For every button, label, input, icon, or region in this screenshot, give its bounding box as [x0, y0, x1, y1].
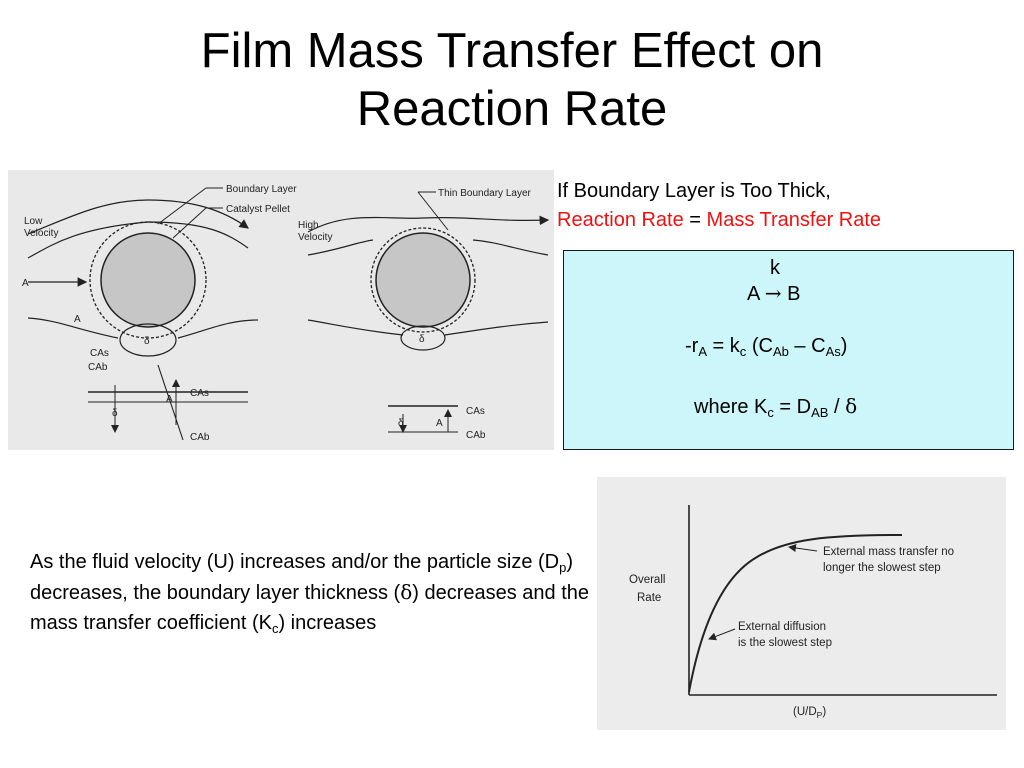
para-part-1: As the fluid velocity (U) increases and/… — [30, 551, 560, 573]
y-label-overall: Overall — [629, 574, 665, 586]
x-label-end: ) — [822, 706, 826, 718]
label-c-as-3: CAs — [466, 406, 485, 417]
label-delta: δ — [144, 336, 150, 347]
equation-box: k A → B -rA = kc (CAb – CAs) where Kc = … — [563, 250, 1014, 450]
label-thin-boundary-layer: Thin Boundary Layer — [438, 188, 532, 199]
rate-prefix: -r — [685, 335, 699, 357]
label-species-a-3: A — [166, 394, 173, 405]
note-line-1: If Boundary Layer is Too Thick, — [557, 180, 831, 202]
where-sub-ab: AB — [811, 405, 829, 420]
thick-boundary-note: If Boundary Layer is Too Thick, Reaction… — [557, 177, 1022, 235]
reaction-arrow-icon: → — [764, 281, 782, 305]
para-part-2: ) decreases, the boundary layer thicknes… — [30, 551, 574, 604]
label-species-a-4: A — [436, 418, 443, 429]
rate-paren-close: ) — [840, 335, 848, 357]
rate-sub-ab: Ab — [772, 344, 789, 359]
x-axis-label: (U/DP) — [793, 706, 826, 720]
label-delta-4: δ — [398, 418, 404, 429]
label-c-ab-3: CAb — [466, 430, 486, 441]
para-part-3: ) decreases and the mass transfer coeffi… — [30, 582, 590, 634]
rate-eq: = k — [707, 335, 740, 357]
reaction-equation: A → B — [747, 281, 800, 306]
x-label-main: (U/D — [793, 706, 817, 718]
annotation-top-line-2: longer the slowest step — [823, 562, 941, 574]
rate-sub-as: As — [825, 344, 841, 359]
where-sub-c: c — [767, 405, 774, 420]
label-low: Low — [24, 216, 43, 227]
equals-text: = — [683, 209, 707, 231]
boundary-layer-diagram: Boundary Layer Catalyst Pellet Low Veloc… — [22, 184, 550, 443]
rate-constant-label: k — [770, 257, 780, 279]
mass-transfer-rate-text: Mass Transfer Rate — [706, 209, 882, 231]
rate-minus: – C — [788, 335, 826, 357]
rate-curve-diagram: Overall Rate External mass transfer no l… — [629, 505, 997, 720]
para-part-4: ) increases — [278, 612, 377, 634]
label-c-ab: CAb — [88, 362, 108, 373]
label-c-as-2: CAs — [190, 388, 209, 399]
label-boundary-layer: Boundary Layer — [226, 184, 297, 195]
mass-transfer-coefficient-equation: where Kc = DAB / δ — [694, 394, 857, 419]
rate-curve-figure: Overall Rate External mass transfer no l… — [597, 477, 1006, 730]
label-high-velocity: Velocity — [298, 232, 332, 243]
para-delta: δ — [400, 580, 413, 604]
para-sub-c: c — [271, 621, 279, 636]
label-delta-3: δ — [112, 408, 118, 419]
where-eq: = D — [773, 396, 812, 418]
x-label-sub: P — [817, 710, 823, 720]
label-c-as: CAs — [90, 348, 109, 359]
where-prefix: where K — [694, 396, 768, 418]
low-velocity-pellet — [27, 199, 259, 357]
label-catalyst-pellet: Catalyst Pellet — [226, 204, 290, 215]
annotation-low-line-1: External diffusion — [738, 621, 826, 633]
slide-title: Film Mass Transfer Effect on Reaction Ra… — [0, 22, 1024, 138]
label-delta-2: δ — [419, 334, 425, 345]
high-velocity-pellet — [307, 215, 550, 351]
reaction-rate-text: Reaction Rate — [557, 209, 684, 231]
boundary-layer-figure: Boundary Layer Catalyst Pellet Low Veloc… — [8, 170, 554, 450]
where-delta: δ — [845, 394, 858, 418]
profile-low — [88, 364, 248, 441]
rate-sub-a: A — [698, 344, 707, 359]
product: B — [781, 283, 801, 305]
where-slash: / — [828, 396, 846, 418]
rate-equation: -rA = kc (CAb – CAs) — [685, 335, 847, 358]
explanation-paragraph: As the fluid velocity (U) increases and/… — [30, 547, 595, 638]
profile-high — [388, 405, 458, 433]
label-high: High — [298, 220, 319, 231]
note-line-2: Reaction Rate = Mass Transfer Rate — [557, 206, 1022, 235]
rate-curve — [688, 534, 903, 693]
rate-paren-open: (C — [746, 335, 773, 357]
label-species-a-2: A — [74, 314, 81, 325]
para-sub-p: p — [559, 560, 567, 575]
title-line-2: Reaction Rate — [356, 82, 668, 136]
title-line-1: Film Mass Transfer Effect on — [200, 24, 824, 78]
annotation-top-line-1: External mass transfer no — [823, 546, 954, 558]
y-label-rate: Rate — [637, 592, 661, 604]
label-species-a: A — [22, 278, 29, 289]
label-low-velocity: Velocity — [24, 228, 58, 239]
reactant: A — [747, 283, 765, 305]
rate-sub-c: c — [739, 344, 747, 359]
label-c-ab-2: CAb — [190, 432, 210, 443]
annotation-low-line-2: is the slowest step — [738, 637, 832, 649]
